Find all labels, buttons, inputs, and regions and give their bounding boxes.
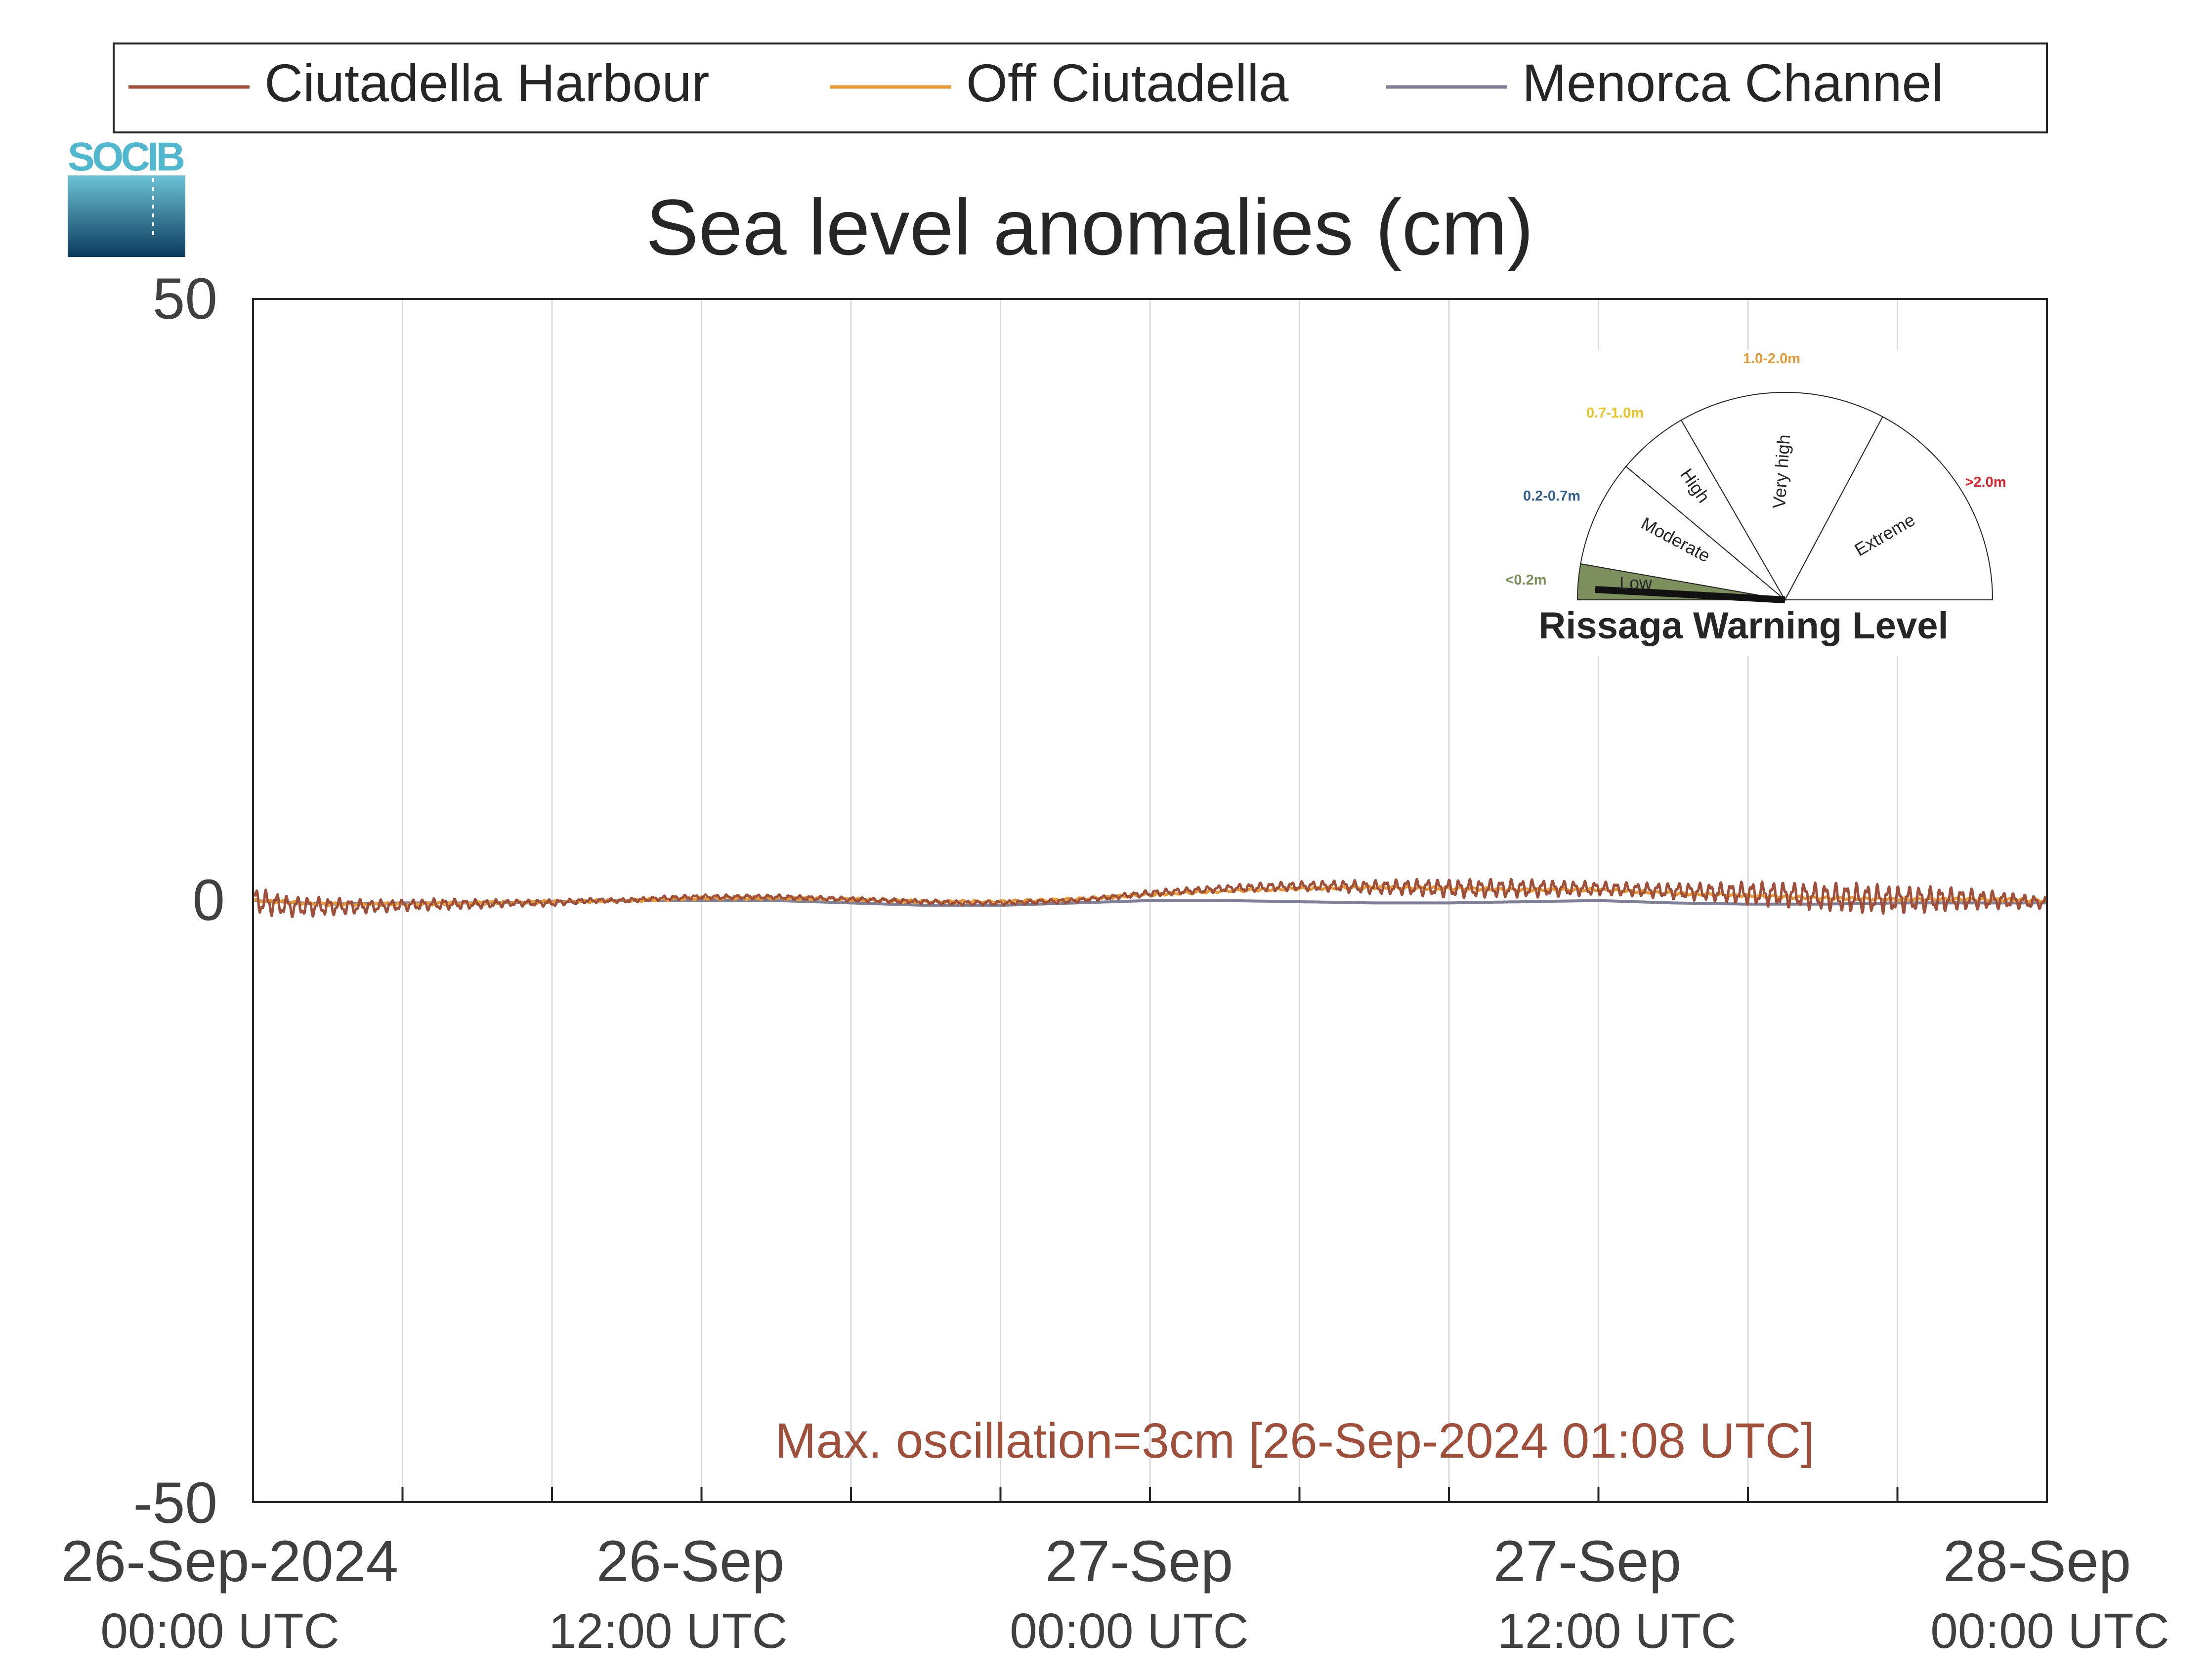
gauge-sector-extreme: [1784, 416, 1994, 600]
gauge-range-moderate: 0.2-0.7m: [1523, 488, 1580, 504]
legend: Ciutadella Harbour Off Ciutadella Menorc…: [113, 42, 2048, 133]
gauge-sector-moderate: [1580, 465, 1787, 601]
x-tick-date-1: 26-Sep: [596, 1529, 785, 1594]
x-tick-time-0: 00:00 UTC: [100, 1603, 340, 1659]
legend-label-ciutadella-harbour: Ciutadella Harbour: [264, 53, 710, 113]
series-line-ciutadella-harbour: [253, 878, 2047, 918]
gauge-sector-very-high: [1680, 392, 1883, 601]
y-tick-label-zero: 0: [192, 868, 225, 933]
socib-logo: SOCIB: [68, 134, 185, 257]
x-tick-time-2: 00:00 UTC: [1010, 1603, 1249, 1659]
x-tick-marks: [401, 1487, 1899, 1502]
x-tick-date-2: 27-Sep: [1045, 1529, 1233, 1594]
gauge-range-low: <0.2m: [1505, 572, 1546, 588]
x-tick-date-0: 26-Sep-2024: [61, 1529, 398, 1594]
socib-logo-block: [68, 175, 185, 257]
gauge-range-extreme: >2.0m: [1965, 474, 2006, 490]
x-tick-time-3: 12:00 UTC: [1497, 1603, 1737, 1659]
y-tick-label-top: 50: [153, 266, 217, 332]
x-tick-time-4: 00:00 UTC: [1930, 1603, 2169, 1659]
legend-frame: [113, 42, 2048, 133]
socib-logo-text: SOCIB: [68, 134, 185, 179]
gauge-sector-high: [1625, 419, 1785, 600]
rissaga-warning-gauge: Low Moderate High Very high Extreme <0.2…: [1497, 350, 2021, 656]
x-tick-labels: 26-Sep-2024 00:00 UTC 26-Sep 12:00 UTC 2…: [61, 1529, 2169, 1659]
gauge-label-low: Low: [1619, 573, 1653, 593]
series-layer: [253, 878, 2047, 918]
x-tick-date-3: 27-Sep: [1493, 1529, 1682, 1594]
legend-label-off-ciutadella: Off Ciutadella: [966, 53, 1289, 113]
gauge-needle: [1595, 586, 1785, 603]
max-oscillation-annotation: Max. oscillation=3cm [26-Sep-2024 01:08 …: [775, 1413, 1815, 1469]
gauge-range-very-high: 1.0-2.0m: [1743, 351, 1800, 367]
gauge-range-high: 0.7-1.0m: [1586, 405, 1644, 421]
x-tick-date-4: 28-Sep: [1943, 1529, 2131, 1594]
x-tick-time-1: 12:00 UTC: [549, 1603, 788, 1659]
plot-frame: [252, 298, 2048, 1503]
y-tick-label-bottom: -50: [133, 1470, 217, 1536]
legend-label-menorca-channel: Menorca Channel: [1522, 53, 1944, 113]
gauge-title: Rissaga Warning Level: [1538, 605, 1948, 647]
chart-title: Sea level anomalies (cm): [646, 183, 1533, 271]
